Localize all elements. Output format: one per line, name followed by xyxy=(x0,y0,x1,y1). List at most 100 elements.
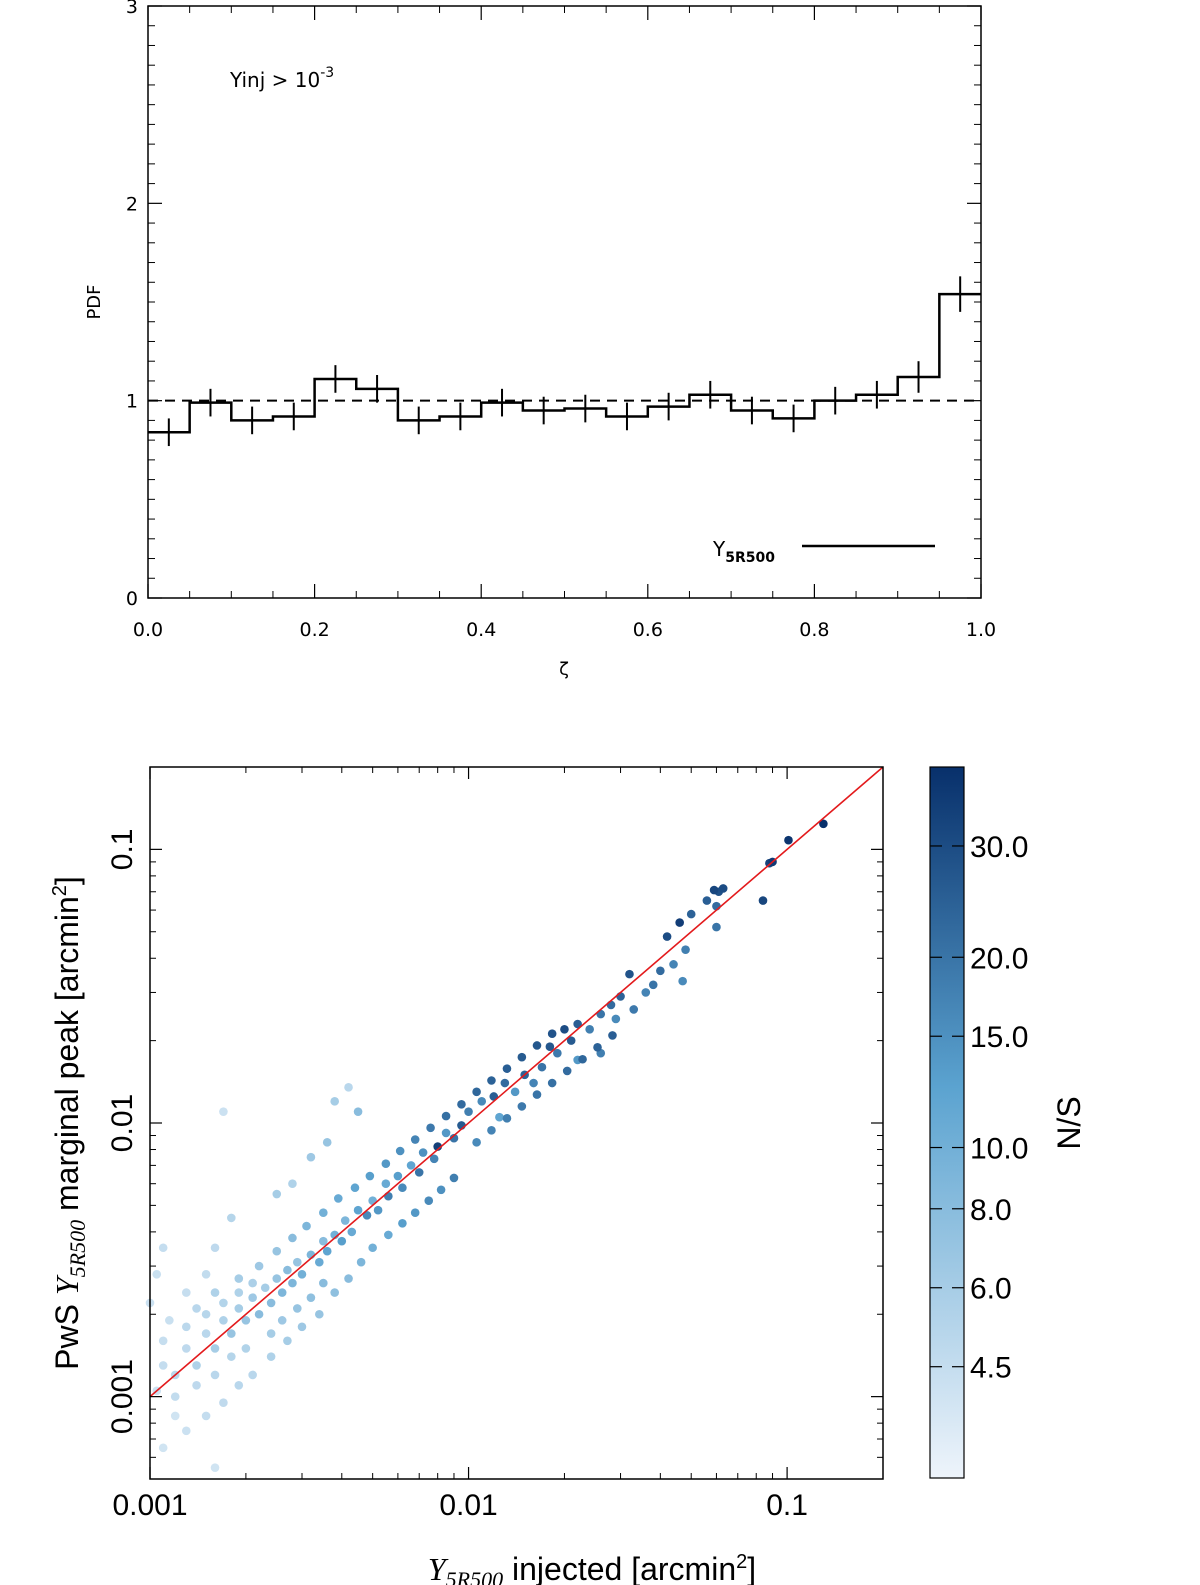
scatter-point xyxy=(532,1041,542,1050)
scatter-point xyxy=(502,1114,512,1123)
scatter-point xyxy=(384,1230,393,1240)
scatter-point xyxy=(495,1112,504,1122)
scatter-point xyxy=(319,1208,328,1218)
scatter-y-tick-label: 0.01 xyxy=(106,1094,139,1152)
scatter-point xyxy=(192,1361,201,1370)
scatter-point xyxy=(510,1087,520,1097)
pdf-x-tick-label: 0.2 xyxy=(299,619,329,641)
scatter-point xyxy=(517,1052,527,1062)
scatter-point xyxy=(297,1322,307,1332)
scatter-point xyxy=(288,1233,297,1243)
scatter-point xyxy=(398,1218,407,1228)
scatter-y-tick-label: 0.001 xyxy=(106,1359,139,1434)
scatter-point xyxy=(210,1463,220,1472)
scatter-point xyxy=(373,1205,383,1215)
scatter-point xyxy=(333,1194,343,1203)
scatter-point xyxy=(545,1042,555,1052)
scatter-point xyxy=(181,1344,191,1353)
scatter-point xyxy=(424,1196,434,1206)
scatter-point xyxy=(219,1107,228,1116)
identity-reference-line xyxy=(149,766,884,1398)
pdf-x-axis-label: ζ xyxy=(559,659,569,680)
scatter-point xyxy=(248,1278,257,1288)
scatter-point xyxy=(260,1283,270,1293)
scatter-point xyxy=(201,1269,211,1279)
scatter-y-tick-label: 0.1 xyxy=(106,829,139,871)
scatter-point xyxy=(718,884,728,893)
scatter-point xyxy=(344,1274,353,1283)
scatter-point xyxy=(702,896,712,905)
scatter-point xyxy=(234,1274,244,1283)
scatter-point xyxy=(517,1102,527,1111)
scatter-point xyxy=(266,1329,276,1338)
scatter-point xyxy=(410,1208,420,1218)
scatter-axis-ticks: 0.001 0.01 0.1 0.001 0.01 0.1 xyxy=(106,767,883,1522)
pdf-y-tick-label: 1 xyxy=(126,391,138,413)
scatter-point xyxy=(210,1370,220,1380)
scatter-point xyxy=(356,1257,366,1267)
scatter-point xyxy=(686,909,696,919)
scatter-point xyxy=(170,1411,180,1421)
scatter-point xyxy=(784,835,793,845)
scatter-point xyxy=(241,1316,251,1325)
scatter-point xyxy=(340,1216,350,1225)
scatter-point xyxy=(553,1048,562,1058)
pdf-x-tick-label: 0.8 xyxy=(799,619,829,641)
scatter-point xyxy=(347,1227,357,1237)
scatter-point xyxy=(241,1344,251,1353)
scatter-point xyxy=(819,819,828,829)
scatter-point xyxy=(578,1054,587,1064)
scatter-x-axis-label: Y5R500 injected [arcmin2] xyxy=(428,1551,756,1585)
pdf-plot-frame xyxy=(147,5,982,599)
scatter-point xyxy=(608,1031,617,1040)
scatter-point xyxy=(254,1261,264,1271)
scatter-x-tick-label: 0.001 xyxy=(112,1489,187,1522)
scatter-point xyxy=(560,1025,569,1034)
scatter-point xyxy=(158,1243,168,1253)
scatter-point xyxy=(472,1138,481,1147)
scatter-point xyxy=(573,1019,582,1029)
pdf-y-axis-label: PDF xyxy=(84,284,105,319)
scatter-point xyxy=(365,1171,375,1181)
scatter-y-axis-label: PwS Y5R500 marginal peak [arcmin2] xyxy=(49,876,90,1370)
scatter-point xyxy=(234,1288,244,1297)
scatter-point xyxy=(418,1148,428,1157)
scatter-point xyxy=(641,988,651,997)
scatter-point xyxy=(464,1107,473,1116)
scatter-point xyxy=(487,1126,496,1135)
scatter-point xyxy=(234,1381,244,1390)
pdf-x-tick-label: 0.6 xyxy=(633,619,663,641)
colorbar-ticks: 30.0 20.0 15.0 10.0 8.0 6.0 4.5 xyxy=(930,831,1028,1385)
colorbar-tick-label: 15.0 xyxy=(970,1021,1028,1054)
scatter-point xyxy=(532,1090,542,1099)
scatter-point xyxy=(712,922,721,932)
scatter-x-tick-label: 0.1 xyxy=(766,1489,808,1522)
scatter-point xyxy=(353,1107,363,1116)
scatter-point xyxy=(322,1246,332,1256)
scatter-point xyxy=(219,1316,228,1325)
scatter-point xyxy=(585,1025,594,1034)
colorbar-label: N/S xyxy=(1051,1096,1087,1149)
scatter-point xyxy=(433,1142,442,1151)
scatter-point xyxy=(606,1000,616,1010)
scatter-point xyxy=(669,960,678,969)
scatter-point xyxy=(625,969,634,979)
colorbar-tick-label: 6.0 xyxy=(970,1273,1012,1306)
scatter-point xyxy=(152,1269,162,1279)
scatter-point xyxy=(192,1304,201,1313)
scatter-point xyxy=(681,945,690,954)
scatter-point xyxy=(234,1304,244,1313)
scatter-point xyxy=(272,1274,282,1283)
scatter-point xyxy=(201,1411,211,1421)
scatter-point xyxy=(566,1036,576,1045)
scatter-point xyxy=(344,1083,353,1092)
pdf-legend-label: Y5R500 xyxy=(712,537,775,566)
scatter-point xyxy=(254,1309,264,1319)
scatter-point xyxy=(315,1257,324,1267)
scatter-point xyxy=(398,1183,407,1193)
pdf-minor-ticks xyxy=(148,6,981,598)
pdf-histogram-step xyxy=(148,292,981,434)
scatter-point xyxy=(353,1205,363,1215)
scatter-point xyxy=(158,1336,168,1346)
